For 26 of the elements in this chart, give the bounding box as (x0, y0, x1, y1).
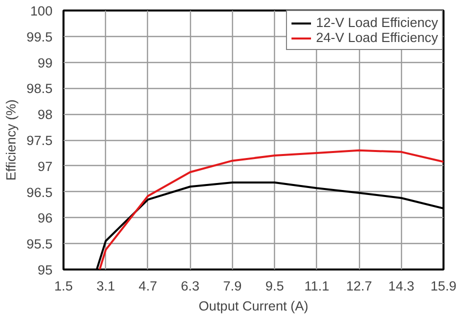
y-tick-label: 99.5 (26, 29, 53, 44)
y-tick-label: 97 (38, 158, 53, 174)
line-series (98, 149, 444, 270)
y-tick-label: 98.5 (26, 81, 53, 96)
x-axis-title: Output Current (A) (198, 298, 308, 314)
y-tick-label: 95.5 (26, 236, 53, 252)
x-tick-label: 3.1 (96, 278, 115, 294)
y-tick-label: 96 (38, 210, 53, 226)
x-tick-label: 9.5 (265, 278, 284, 294)
legend-label: 12-V Load Efficiency (316, 15, 438, 30)
y-tick-label: 97.5 (26, 133, 53, 148)
legend-label: 24-V Load Efficiency (316, 30, 438, 45)
x-tick-label: 4.7 (138, 278, 158, 294)
y-axis-title: Efficiency (%) (4, 99, 19, 181)
x-tick-label: 15.9 (430, 278, 456, 294)
x-tick-label: 6.3 (180, 278, 200, 294)
y-tick-label: 98 (38, 107, 53, 122)
x-tick-label: 1.5 (54, 278, 73, 294)
y-tick-label: 100 (30, 4, 53, 18)
x-tick-label: 14.3 (388, 278, 414, 294)
y-tick-label: 95 (38, 262, 53, 278)
x-tick-label: 7.9 (223, 278, 242, 294)
x-tick-label: 11.1 (304, 278, 330, 294)
y-tick-label: 96.5 (26, 184, 53, 200)
y-tick-label: 99 (38, 55, 53, 70)
x-tick-label: 12.7 (346, 278, 372, 294)
